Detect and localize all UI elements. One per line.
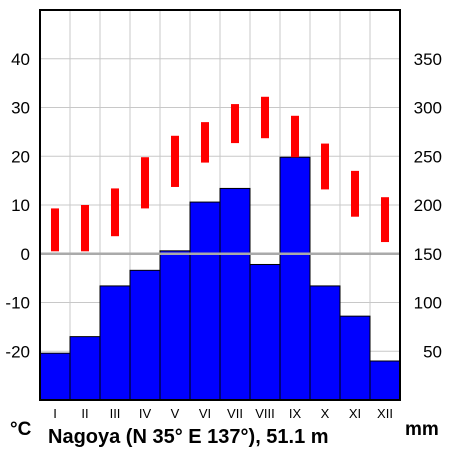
precipitation-bar [99, 285, 131, 401]
left-tick-label: 40 [11, 50, 30, 69]
month-label: V [171, 406, 180, 421]
left-axis-ticks: -20 -10 0 10 20 30 40 [5, 50, 30, 362]
temperature-range-bar [81, 205, 89, 252]
temperature-range-bar [381, 197, 389, 243]
precipitation-bar [39, 352, 71, 401]
right-tick-label: 200 [414, 196, 442, 215]
month-label: III [110, 406, 121, 421]
month-label: VII [227, 406, 243, 421]
precipitation-bar [189, 201, 221, 401]
month-label: IX [289, 406, 302, 421]
right-tick-label: 150 [414, 245, 442, 264]
temperature-range-bar [291, 115, 299, 158]
left-tick-label: -20 [5, 342, 30, 361]
precipitation-bar [309, 285, 341, 401]
right-tick-label: 300 [414, 99, 442, 118]
right-axis-unit: mm [405, 419, 439, 440]
precipitation-bar [369, 360, 401, 401]
plot-border [39, 9, 401, 401]
temperature-range-bar [261, 96, 269, 139]
month-label: XI [349, 406, 361, 421]
month-label: XII [377, 406, 393, 421]
left-tick-label: 0 [21, 245, 30, 264]
temperature-range-bar [231, 104, 239, 144]
month-label: VIII [255, 406, 275, 421]
month-label: II [81, 406, 88, 421]
precipitation-bar [249, 263, 281, 401]
month-label: X [321, 406, 330, 421]
temperature-range-bar [321, 143, 329, 190]
month-label: IV [139, 406, 152, 421]
precipitation-bar [339, 315, 371, 401]
temperature-ranges [51, 96, 389, 252]
temperature-range-bar [351, 170, 359, 217]
precipitation-bar [219, 187, 251, 401]
left-axis-unit: °C [10, 419, 32, 440]
left-tick-label: -10 [5, 294, 30, 313]
precipitation-bars [39, 156, 401, 401]
month-labels: I II III IV V VI VII VIII IX X XI XII [53, 406, 393, 421]
chart-title: Nagoya (N 35° E 137°), 51.1 m [48, 426, 329, 448]
month-label: VI [199, 406, 211, 421]
left-tick-label: 20 [11, 147, 30, 166]
temperature-range-bar [201, 122, 209, 163]
precipitation-bar [279, 156, 311, 401]
right-axis-ticks: 50 100 150 200 250 300 350 [414, 50, 442, 362]
month-label: I [53, 406, 57, 421]
left-tick-label: 10 [11, 196, 30, 215]
right-tick-label: 250 [414, 147, 442, 166]
right-tick-label: 350 [414, 50, 442, 69]
temperature-range-bar [171, 135, 179, 187]
plot-frame [39, 9, 401, 401]
right-tick-label: 50 [423, 342, 442, 361]
temperature-range-bar [51, 208, 59, 252]
precipitation-bar [69, 336, 101, 401]
left-tick-label: 30 [11, 99, 30, 118]
precipitation-bar [159, 250, 191, 401]
temperature-range-bar [111, 188, 119, 237]
temperature-range-bar [141, 157, 149, 209]
right-tick-label: 100 [414, 294, 442, 313]
precipitation-bar [129, 269, 161, 401]
